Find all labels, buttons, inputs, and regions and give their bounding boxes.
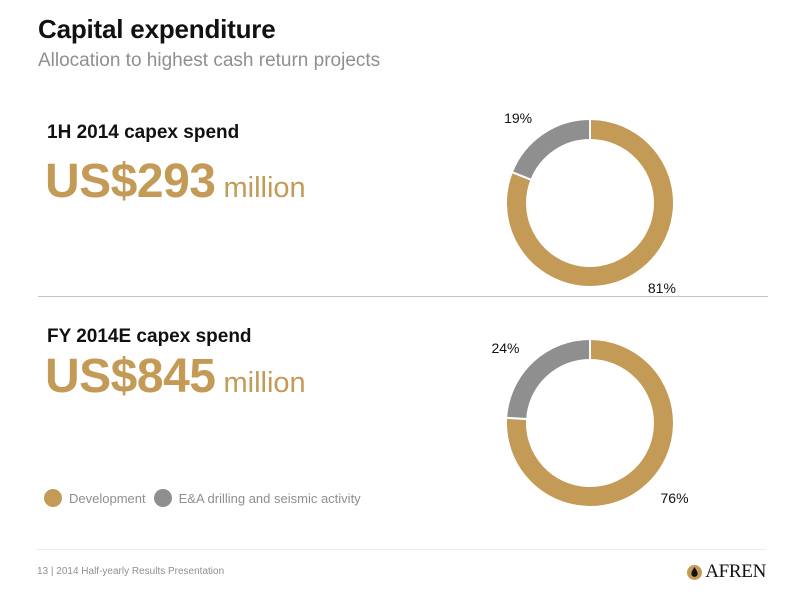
legend-swatch-development bbox=[44, 489, 62, 507]
donut-2-label-development: 76% bbox=[661, 490, 689, 506]
donut-chart-1h-2014: 81% 19% bbox=[504, 110, 676, 296]
section-2-label: FY 2014E capex spend bbox=[47, 326, 252, 347]
section-1-amount-unit: million bbox=[223, 172, 306, 204]
donut-1-label-development: 81% bbox=[648, 280, 676, 296]
donut-2-label-exploration: 24% bbox=[491, 340, 519, 356]
oil-drop-logo-icon bbox=[687, 564, 703, 580]
page-subtitle: Allocation to highest cash return projec… bbox=[38, 50, 381, 71]
legend-item-exploration: E&A drilling and seismic activity bbox=[153, 489, 361, 507]
legend-swatch-exploration bbox=[153, 489, 172, 507]
donut-chart-fy-2014e: 76% 24% bbox=[491, 337, 689, 508]
section-divider bbox=[38, 296, 768, 297]
legend-label-exploration: E&A drilling and seismic activity bbox=[178, 490, 361, 506]
section-1-label: 1H 2014 capex spend bbox=[47, 122, 240, 143]
chart-legend: Development E&A drilling and seismic act… bbox=[44, 489, 369, 507]
legend-item-development: Development bbox=[44, 489, 146, 507]
donut-1-slice-development bbox=[505, 117, 675, 288]
footer-divider bbox=[36, 549, 766, 550]
company-logo: AFREN bbox=[686, 561, 766, 583]
page-number: 13 bbox=[37, 566, 49, 577]
donut-1-label-exploration: 19% bbox=[504, 110, 532, 126]
logo-text: AFREN bbox=[705, 561, 766, 582]
section-1-amount-value: US$293 bbox=[45, 155, 216, 208]
donut-2-slice-exploration bbox=[505, 337, 591, 421]
section-1-amount: US$293 million bbox=[45, 158, 306, 206]
section-2-amount-unit: million bbox=[223, 367, 306, 399]
page-title: Capital expenditure bbox=[38, 14, 276, 44]
presentation-title: | 2014 Half-yearly Results Presentation bbox=[50, 566, 225, 577]
section-2-amount: US$845 million bbox=[45, 353, 306, 401]
footer-text: 13 | 2014 Half-yearly Results Presentati… bbox=[37, 566, 224, 577]
section-2-amount-value: US$845 bbox=[45, 350, 216, 403]
donut-2-slice-development bbox=[505, 337, 675, 508]
legend-label-development: Development bbox=[69, 490, 146, 506]
donut-1-slice-exploration bbox=[510, 117, 591, 182]
